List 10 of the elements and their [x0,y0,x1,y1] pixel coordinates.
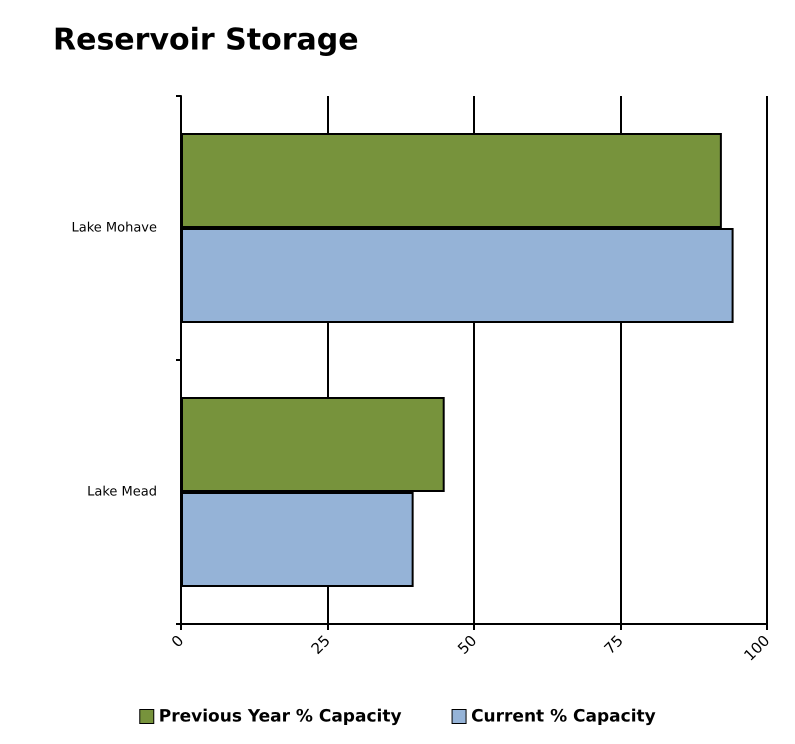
x-tick-label: 0 [168,632,188,652]
x-tick-label: 75 [600,632,627,658]
x-tick-label: 50 [454,632,480,658]
legend-label: Current % Capacity [471,706,656,726]
x-tick-label: 100 [740,632,774,665]
chart-title: Reservoir Storage [53,22,359,58]
y-tick-label: Lake Mead [87,484,157,500]
y-tick-label: Lake Mohave [72,220,157,236]
x-tick-label: 25 [308,632,334,658]
legend-label: Previous Year % Capacity [158,706,402,726]
